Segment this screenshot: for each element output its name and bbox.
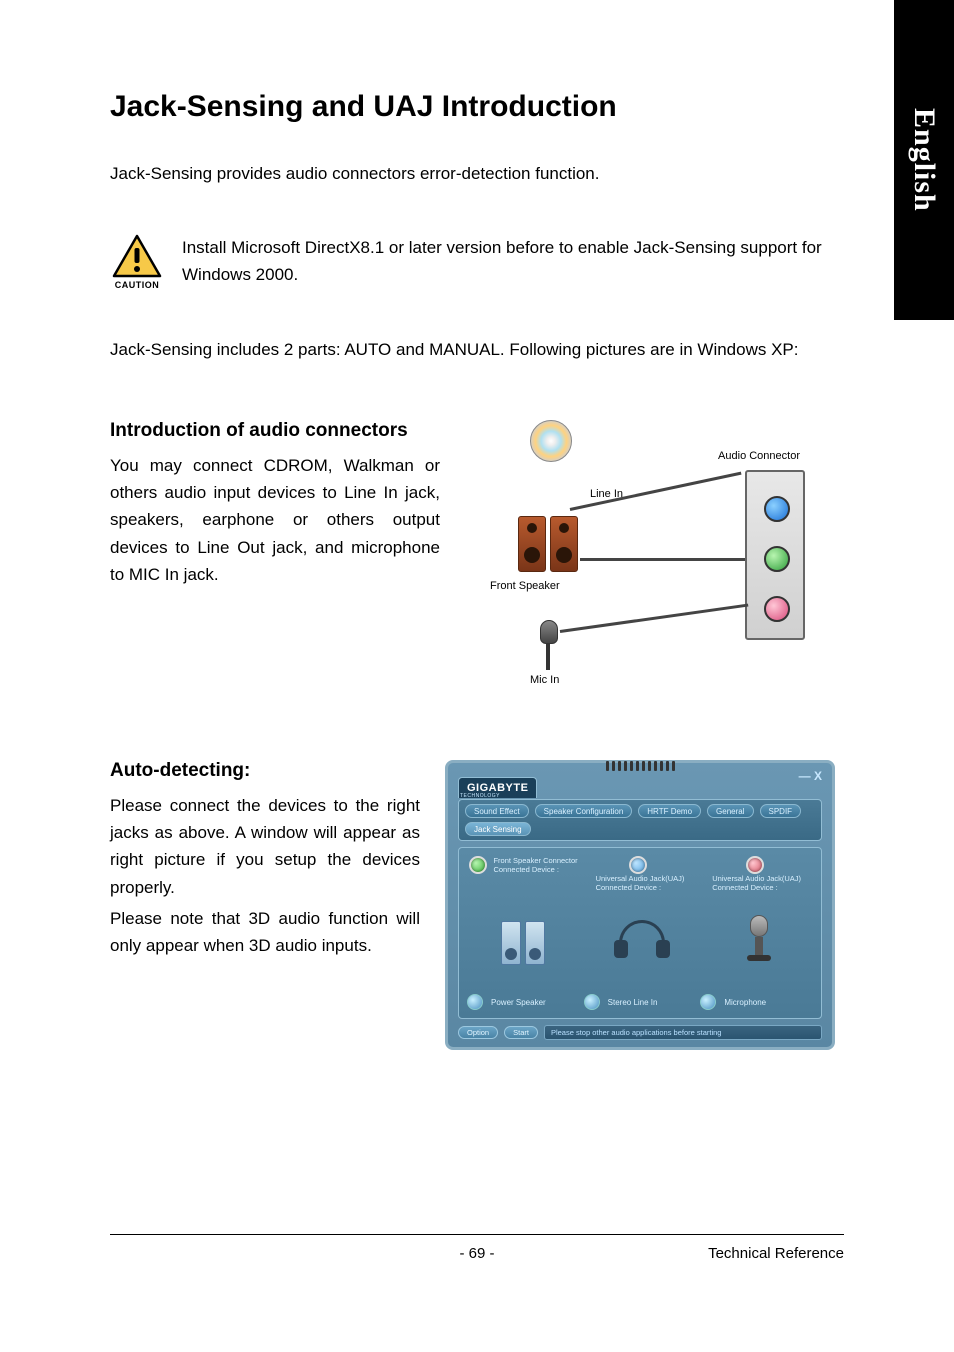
tab-bar: Sound Effect Speaker Configuration HRTF … <box>458 799 822 841</box>
jack-dot-blue <box>629 856 647 874</box>
caution-text: Install Microsoft DirectX8.1 or later ve… <box>182 234 840 288</box>
section1-heading: Introduction of audio connectors <box>110 420 440 442</box>
wire-line-out <box>580 558 745 561</box>
front-speaker-label: Front Speaker <box>490 580 560 592</box>
conn1-sub: Connected Device : <box>493 865 558 874</box>
intro-paragraph: Jack-Sensing provides audio connectors e… <box>110 164 840 184</box>
start-button[interactable]: Start <box>504 1026 538 1039</box>
window-grip-icon <box>580 761 700 771</box>
footer-message: Please stop other audio applications bef… <box>544 1025 822 1040</box>
bottom-label-2: Stereo Line In <box>584 994 697 1010</box>
page-title: Jack-Sensing and UAJ Introduction <box>110 90 840 124</box>
wire-mic <box>560 604 749 633</box>
jack-dot-green <box>469 856 487 874</box>
page-footer: - 69 - Technical Reference <box>110 1234 844 1262</box>
device-headphones <box>612 916 672 970</box>
page-content: Jack-Sensing and UAJ Introduction Jack-S… <box>110 90 840 1050</box>
microphone-icon <box>540 620 556 670</box>
tab-sound-effect[interactable]: Sound Effect <box>465 804 529 818</box>
audio-connector-label: Audio Connector <box>718 450 800 462</box>
bottom-label-3: Microphone <box>700 994 813 1010</box>
connector-col-2: Universal Audio Jack(UAJ)Connected Devic… <box>584 856 697 892</box>
tab-speaker-config[interactable]: Speaker Configuration <box>535 804 633 818</box>
section2-body1: Please connect the devices to the right … <box>110 792 420 901</box>
option-button[interactable]: Option <box>458 1026 498 1039</box>
close-icon[interactable]: — X <box>799 769 822 783</box>
jack-sensing-window: — X GIGABYTE TECHNOLOGY Sound Effect Spe… <box>445 760 835 1050</box>
connector-col-1: Front Speaker ConnectorConnected Device … <box>467 856 580 892</box>
audio-connector-diagram: Audio Connector Line In Front Speaker Mi… <box>490 420 810 680</box>
jack-dot-pink <box>746 856 764 874</box>
tab-hrtf-demo[interactable]: HRTF Demo <box>638 804 701 818</box>
tab-jack-sensing[interactable]: Jack Sensing <box>465 822 531 836</box>
line-in-jack <box>764 496 790 522</box>
bottom-label-1: Power Speaker <box>467 994 580 1010</box>
footer-section: Technical Reference <box>708 1245 844 1262</box>
language-tab-label: English <box>907 108 941 212</box>
mic-in-jack <box>764 596 790 622</box>
section-audio-connectors: Introduction of audio connectors You may… <box>110 420 840 680</box>
conn2-title: Universal Audio Jack(UAJ) <box>596 874 685 883</box>
device-speakers <box>501 921 545 965</box>
caution-block: CAUTION Install Microsoft DirectX8.1 or … <box>110 234 840 290</box>
page-number: - 69 - <box>459 1245 494 1262</box>
language-tab: English <box>894 0 954 320</box>
main-panel: Front Speaker ConnectorConnected Device … <box>458 847 822 1019</box>
line-in-label: Line In <box>590 488 623 500</box>
tab-spdif[interactable]: SPDIF <box>760 804 802 818</box>
connector-col-3: Universal Audio Jack(UAJ)Connected Devic… <box>700 856 813 892</box>
device-microphone <box>739 915 779 971</box>
section1-body: You may connect CDROM, Walkman or others… <box>110 452 440 588</box>
window-footer: Option Start Please stop other audio app… <box>458 1023 822 1041</box>
parts-paragraph: Jack-Sensing includes 2 parts: AUTO and … <box>110 340 840 360</box>
conn1-title: Front Speaker Connector <box>493 856 577 865</box>
caution-icon: CAUTION <box>110 234 164 290</box>
speakers-icon <box>518 516 578 572</box>
cdrom-icon <box>530 420 572 462</box>
caution-label: CAUTION <box>110 280 164 290</box>
section-auto-detecting: Auto-detecting: Please connect the devic… <box>110 760 840 1050</box>
conn3-title: Universal Audio Jack(UAJ) <box>712 874 801 883</box>
tab-general[interactable]: General <box>707 804 753 818</box>
section2-heading: Auto-detecting: <box>110 760 420 782</box>
mic-in-label: Mic In <box>530 674 559 686</box>
section2-body2: Please note that 3D audio function will … <box>110 905 420 959</box>
conn3-sub: Connected Device : <box>712 883 777 892</box>
line-out-jack <box>764 546 790 572</box>
conn2-sub: Connected Device : <box>596 883 661 892</box>
